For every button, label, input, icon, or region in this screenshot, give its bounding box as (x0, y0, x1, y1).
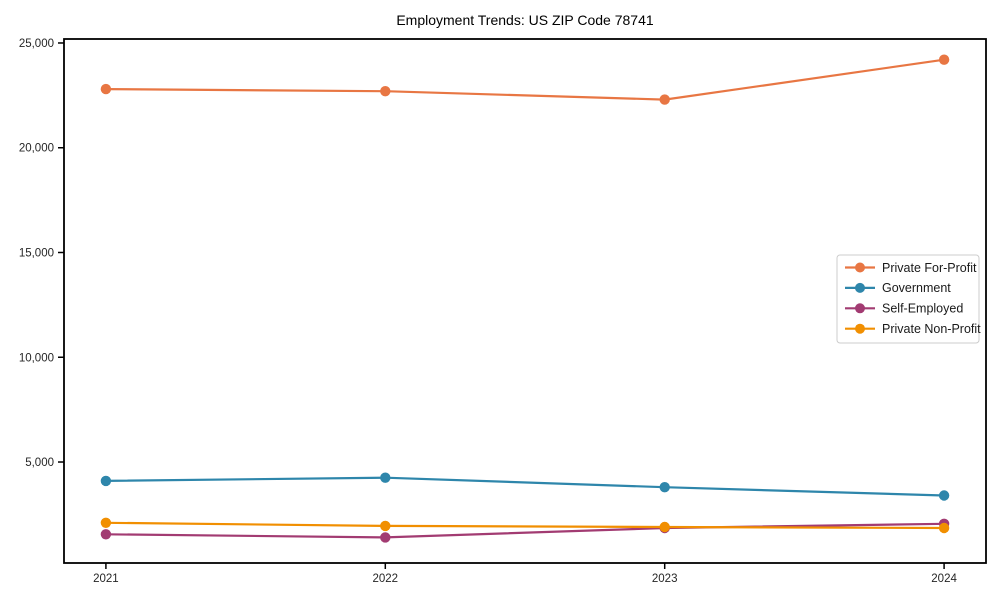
legend-item-private-for-profit: Private For-Profit (845, 261, 977, 275)
series-private-non-profit (100, 517, 950, 534)
y-tick-label: 25,000 (19, 38, 54, 50)
series-private-for-profit (100, 54, 950, 105)
legend-item-self-employed: Self-Employed (845, 302, 963, 316)
legend-marker-dot (855, 282, 865, 293)
data-point-private-for-profit (380, 86, 391, 97)
y-tick-label: 10,000 (19, 352, 54, 364)
legend-marker-dot (855, 323, 865, 334)
legend-item-label: Government (882, 281, 951, 295)
legend-item-government: Government (845, 281, 951, 295)
data-point-self-employed (380, 532, 391, 543)
legend-marker-dot (855, 303, 865, 314)
x-tick-label: 2021 (93, 573, 119, 585)
y-tick-label: 15,000 (19, 247, 54, 259)
data-point-private-non-profit (938, 522, 950, 534)
x-tick-label: 2024 (931, 573, 957, 585)
data-point-government (100, 475, 112, 487)
x-tick-label: 2023 (652, 573, 678, 585)
plot-frame (63, 38, 987, 564)
x-tick-label: 2022 (373, 573, 399, 585)
chart-title: Employment Trends: US ZIP Code 78741 (396, 12, 654, 28)
legend-item-private-non-profit: Private Non-Profit (845, 322, 981, 336)
data-point-self-employed (100, 529, 112, 540)
data-point-private-non-profit (659, 521, 670, 533)
series-self-employed (100, 518, 950, 543)
data-point-private-non-profit (380, 520, 391, 532)
series-government (100, 472, 950, 501)
y-tick-label: 20,000 (19, 143, 54, 155)
y-tick-label: 5,000 (25, 457, 54, 469)
series-line-private-non-profit (104, 521, 946, 530)
legend-item-label: Private Non-Profit (882, 322, 981, 336)
legend-item-label: Self-Employed (882, 302, 963, 316)
data-point-private-for-profit (659, 94, 670, 105)
legend-item-label: Private For-Profit (882, 261, 977, 275)
series-layer (100, 54, 950, 543)
data-point-government (938, 490, 950, 501)
legend: Private For-Profit Government Self-Employe… (836, 254, 981, 344)
series-line-government (104, 476, 946, 497)
data-point-private-for-profit (100, 83, 112, 95)
data-point-private-for-profit (938, 54, 950, 65)
legend-marker-dot (855, 262, 865, 273)
axes-layer: 5,000 10,000 15,000 20,000 25,000 2021 2022 202… (19, 38, 987, 585)
data-point-private-non-profit (100, 517, 112, 528)
series-line-self-employed (104, 522, 946, 539)
legend-box (836, 254, 980, 344)
data-point-government (659, 482, 670, 493)
data-point-government (380, 472, 391, 483)
series-line-private-for-profit (104, 58, 946, 101)
